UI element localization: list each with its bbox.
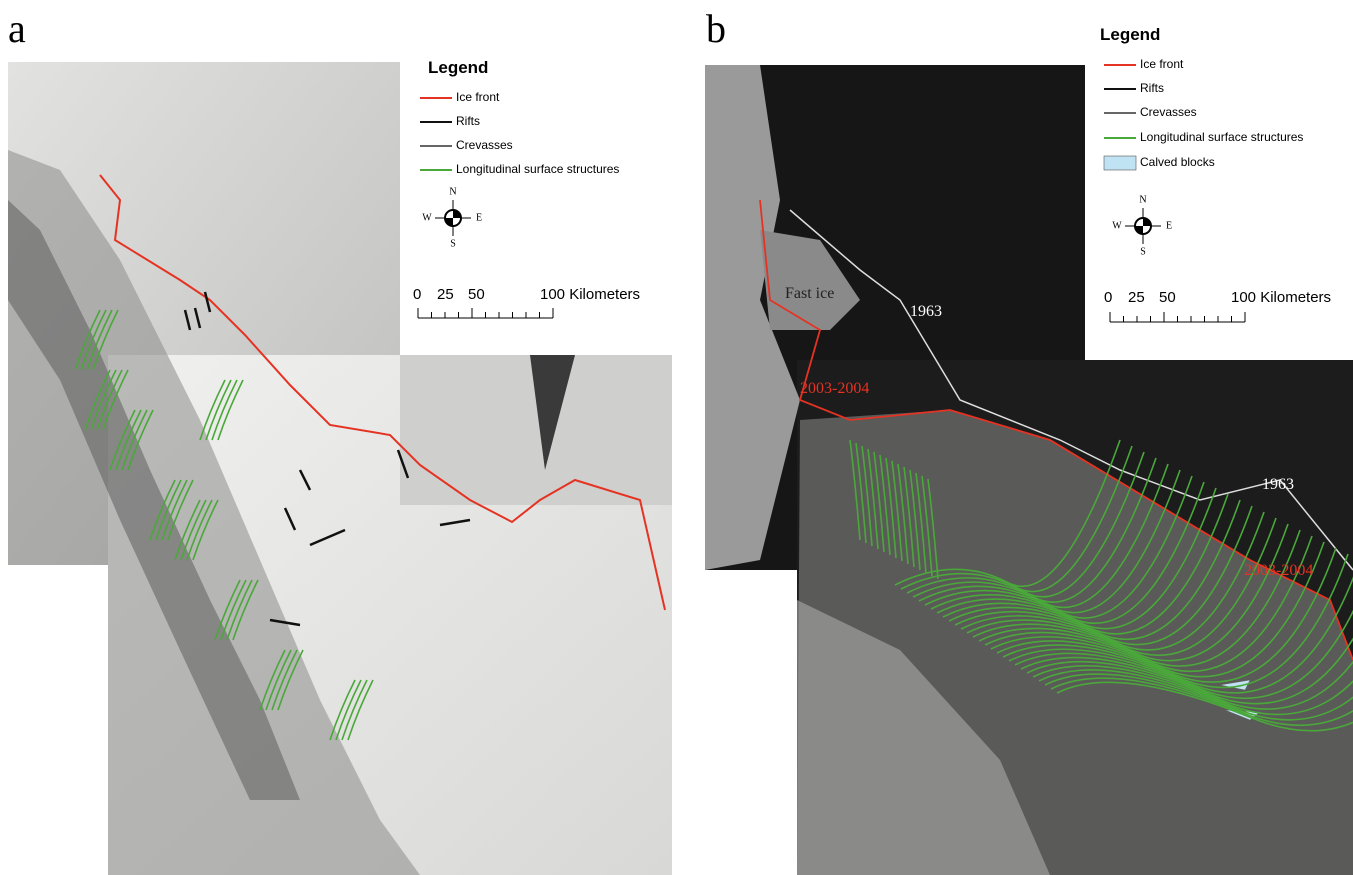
scale-label: 0 — [413, 286, 421, 303]
panel-label: b — [706, 6, 726, 51]
legend-item: Crevasses — [1140, 105, 1197, 119]
legend-item: Rifts — [1140, 81, 1164, 95]
legend: Legend Ice front Rifts Crevasses Longitu… — [400, 40, 670, 340]
scale-label: 25 — [437, 286, 454, 303]
legend-title: Legend — [1100, 25, 1160, 44]
compass-label: S — [1140, 246, 1146, 257]
compass-label: S — [450, 238, 456, 249]
compass-label: N — [449, 186, 456, 197]
legend-item: Longitudinal surface structures — [1140, 130, 1303, 144]
scale-label: 0 — [1104, 289, 1112, 306]
compass-label: E — [476, 212, 482, 223]
annotation: 1963 — [1262, 476, 1294, 493]
legend-item: Ice front — [1140, 57, 1184, 71]
scale-label: 50 — [468, 286, 485, 303]
annotation: 2003-2004 — [800, 380, 869, 397]
legend-item: Crevasses — [456, 138, 513, 152]
legend-item: Longitudinal surface structures — [456, 162, 619, 176]
compass-label: W — [1112, 220, 1122, 231]
annotation: 2003-2004 — [1244, 562, 1313, 579]
annotation: Fast ice — [785, 285, 834, 302]
scale-label: 100 Kilometers — [1231, 289, 1331, 306]
compass-label: N — [1139, 194, 1146, 205]
figure: a b Legend Ice front Rifts Crevasses Lon… — [0, 0, 1353, 875]
legend: Legend Ice front Rifts Crevasses Longitu… — [1087, 15, 1353, 358]
legend-title: Legend — [428, 58, 488, 77]
legend-item: Rifts — [456, 114, 480, 128]
legend-item: Calved blocks — [1140, 155, 1215, 169]
annotation: 1963 — [910, 303, 942, 320]
legend-item: Ice front — [456, 90, 500, 104]
panel-label: a — [8, 6, 26, 51]
compass-label: E — [1166, 220, 1172, 231]
scale-label: 100 Kilometers — [540, 286, 640, 303]
scale-label: 50 — [1159, 289, 1176, 306]
compass-label: W — [422, 212, 432, 223]
scale-label: 25 — [1128, 289, 1145, 306]
